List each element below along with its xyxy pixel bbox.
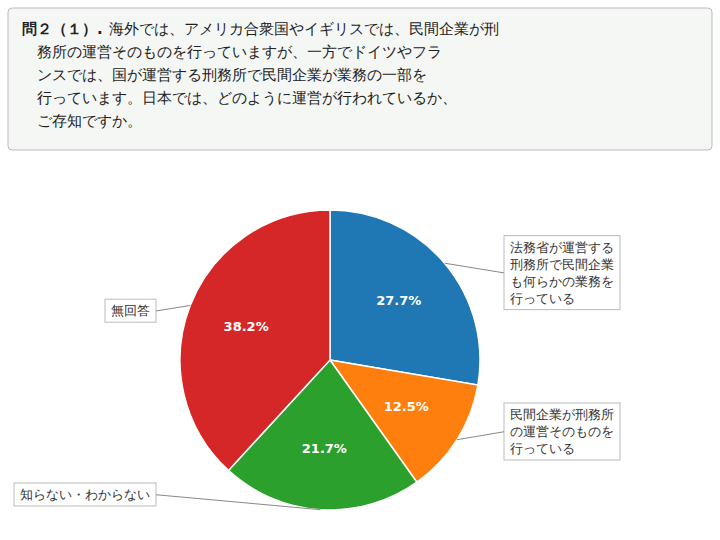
label-box xyxy=(105,299,156,322)
category-label: 民間企業が刑務所の運営そのものを行っている xyxy=(510,407,614,456)
pie-slice xyxy=(330,210,480,385)
category-label: 法務省が運営する刑務所で民間企業も何らかの業務を行っている xyxy=(510,240,614,306)
subtitle-line: 海外では、アメリカ合衆国やイギリスでは、民間企業が刑 xyxy=(109,20,499,38)
data-label: 27.7% xyxy=(376,293,421,308)
pie-slice xyxy=(180,210,330,470)
label-box xyxy=(504,236,620,310)
data-label: 38.2% xyxy=(224,319,269,334)
data-label: 12.5% xyxy=(384,399,429,414)
subtitle-line: 行っています。日本では、どのように運営が行われているか、 xyxy=(22,89,457,107)
leader-line xyxy=(445,263,504,273)
title: 問２（１）. xyxy=(22,20,103,38)
subtitle-line: ご存知ですか。 xyxy=(22,112,142,130)
data-label: 21.7% xyxy=(302,441,347,456)
category-label: 知らない・わからない xyxy=(20,487,150,502)
title-area: 問２（１）. 海外では、アメリカ合衆国やイギリスでは、民間企業が刑 務所の運営その… xyxy=(8,8,712,150)
category-label: 無回答 xyxy=(111,303,150,318)
label-box xyxy=(14,483,156,506)
leader-line xyxy=(156,495,321,510)
chart: 問２（１）. 海外では、アメリカ合衆国やイギリスでは、民間企業が刑 務所の運営その… xyxy=(0,0,720,540)
pie xyxy=(180,210,480,510)
subtitle-line: 務所の運営そのものを行っていますが、一方でドイツやフラ xyxy=(22,43,442,61)
leader-line xyxy=(156,305,190,310)
subtitle-line: ンスでは、国が運営する刑務所で民間企業が業務の一部を xyxy=(22,66,427,84)
leader-line xyxy=(457,432,504,440)
labels: 27.7% 12.5% 21.7% 38.2% 法務省が運営する刑務所で民間企業も何らか… xyxy=(14,236,620,510)
label-box xyxy=(504,403,620,460)
title-box xyxy=(8,8,712,150)
